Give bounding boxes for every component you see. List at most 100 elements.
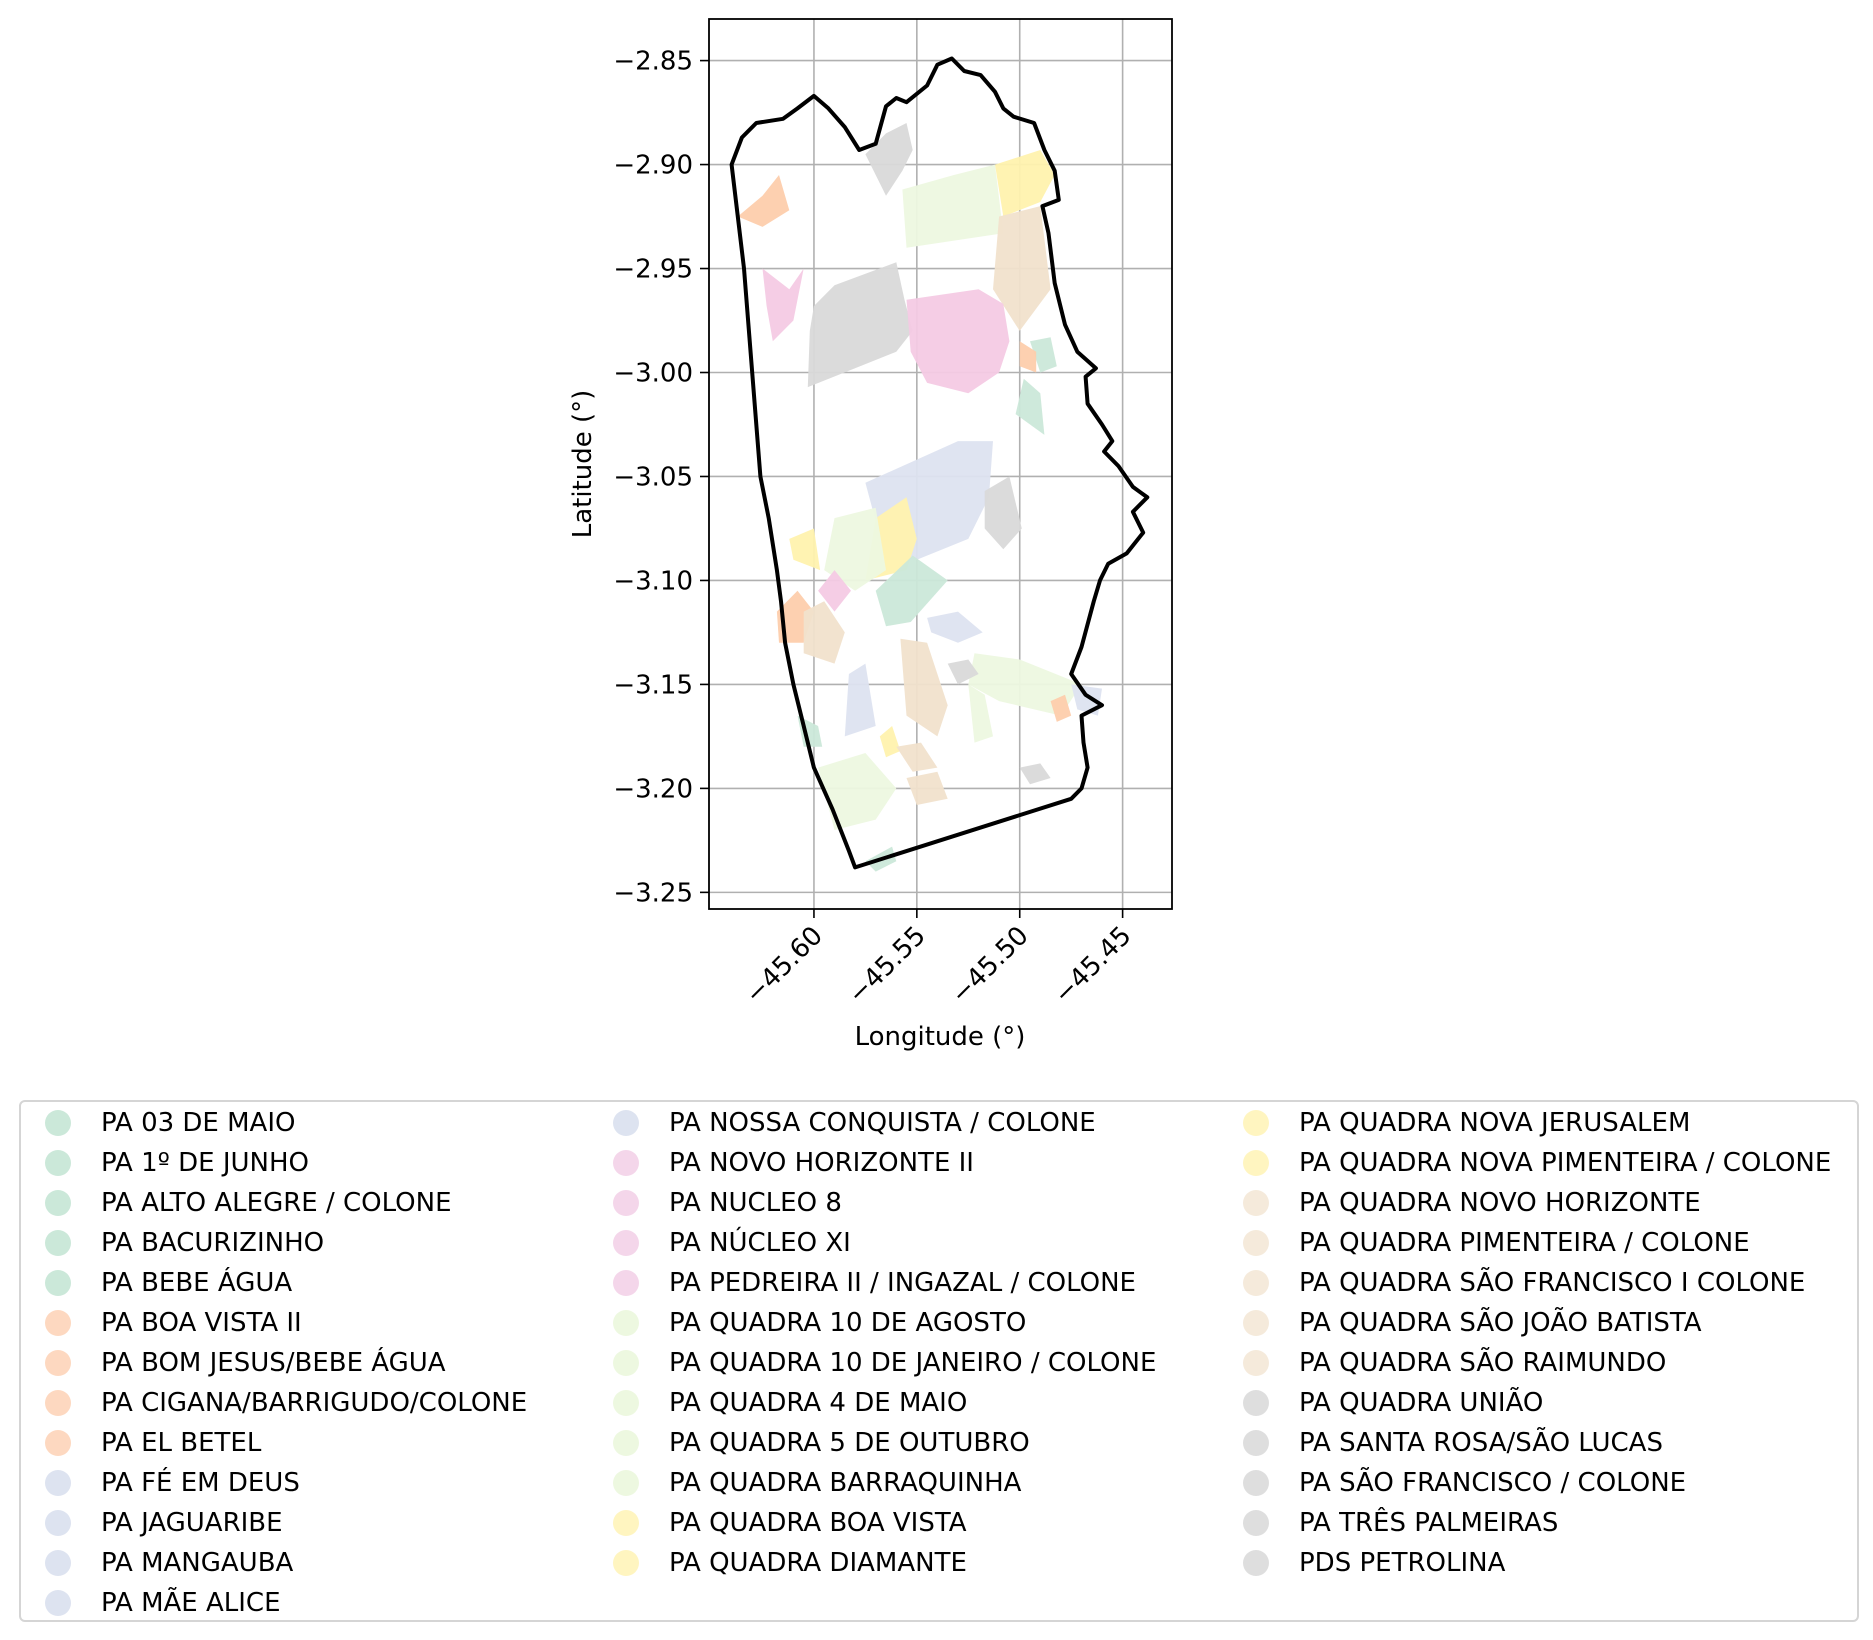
legend-item: PA QUADRA 10 DE JANEIRO / COLONE xyxy=(589,1346,1156,1380)
settlement-region xyxy=(803,601,845,664)
legend-marker-icon xyxy=(1243,1190,1269,1216)
legend-label: PA QUADRA SÃO RAIMUNDO xyxy=(1299,1348,1667,1378)
legend-marker-icon xyxy=(45,1510,71,1536)
settlement-region xyxy=(789,528,821,571)
settlement-region xyxy=(737,175,790,227)
legend-marker-icon xyxy=(45,1310,71,1336)
legend-item: PA QUADRA SÃO RAIMUNDO xyxy=(1219,1346,1666,1380)
legend-label: PA BOM JESUS/BEBE ÁGUA xyxy=(101,1348,446,1378)
legend-marker-icon xyxy=(1243,1510,1269,1536)
legend-marker-icon xyxy=(45,1470,71,1496)
legend-marker-icon xyxy=(613,1270,639,1296)
legend-item: PA NUCLEO 8 xyxy=(589,1186,842,1220)
settlement-region xyxy=(818,753,897,830)
legend-label: PA NÚCLEO XI xyxy=(669,1228,851,1258)
legend-item: PDS PETROLINA xyxy=(1219,1546,1505,1580)
legend-marker-icon xyxy=(1243,1230,1269,1256)
legend-label: PA SÃO FRANCISCO / COLONE xyxy=(1299,1468,1687,1498)
legend-label: PA QUADRA SÃO JOÃO BATISTA xyxy=(1299,1308,1702,1338)
legend-marker-icon xyxy=(613,1510,639,1536)
settlement-region xyxy=(1019,341,1037,373)
legend-marker-icon xyxy=(613,1470,639,1496)
legend-marker-icon xyxy=(1243,1310,1269,1336)
legend-marker-icon xyxy=(1243,1550,1269,1576)
legend-label: PA NOVO HORIZONTE II xyxy=(669,1148,974,1178)
legend-item: PA QUADRA NOVA JERUSALEM xyxy=(1219,1106,1690,1140)
legend-marker-icon xyxy=(45,1550,71,1576)
legend-marker-icon xyxy=(613,1310,639,1336)
legend-label: PA TRÊS PALMEIRAS xyxy=(1299,1508,1559,1538)
legend-item: PA PEDREIRA II / INGAZAL / COLONE xyxy=(589,1266,1136,1300)
legend-label: PA QUADRA PIMENTEIRA / COLONE xyxy=(1299,1228,1750,1258)
legend-item: PA NOVO HORIZONTE II xyxy=(589,1146,974,1180)
settlement-region xyxy=(818,570,851,612)
settlement-region xyxy=(902,164,1004,248)
legend-marker-icon xyxy=(613,1350,639,1376)
legend-item: PA QUADRA 5 DE OUTUBRO xyxy=(589,1426,1030,1460)
legend-label: PA FÉ EM DEUS xyxy=(101,1468,300,1498)
y-tick-label: −3.05 xyxy=(613,462,693,492)
legend-item: PA FÉ EM DEUS xyxy=(21,1466,300,1500)
legend-label: PA CIGANA/BARRIGUDO/COLONE xyxy=(101,1388,528,1418)
legend-label: PA 03 DE MAIO xyxy=(101,1108,296,1138)
legend-marker-icon xyxy=(613,1150,639,1176)
settlement-region xyxy=(807,262,913,388)
legend-item: PA NÚCLEO XI xyxy=(589,1226,851,1260)
legend-item: PA QUADRA NOVO HORIZONTE xyxy=(1219,1186,1701,1220)
settlement-region xyxy=(947,659,979,685)
legend-item: PA BOM JESUS/BEBE ÁGUA xyxy=(21,1346,446,1380)
legend-marker-icon xyxy=(1243,1150,1269,1176)
legend-label: PA QUADRA 10 DE AGOSTO xyxy=(669,1308,1027,1338)
legend-item: PA QUADRA BOA VISTA xyxy=(589,1506,966,1540)
settlement-regions xyxy=(737,123,1102,872)
x-axis-label: Longitude (°) xyxy=(855,1022,1026,1052)
y-tick-label: −3.00 xyxy=(613,359,693,389)
legend-marker-icon xyxy=(1243,1470,1269,1496)
legend-label: PA PEDREIRA II / INGAZAL / COLONE xyxy=(669,1268,1136,1298)
legend-marker-icon xyxy=(1243,1110,1269,1136)
map-figure: −45.60 −45.55 −45.50 −45.45 −2.85 −2.90 −2.95 −… xyxy=(568,18,1173,1052)
y-tick-label: −3.20 xyxy=(613,774,693,804)
legend-marker-icon xyxy=(613,1110,639,1136)
legend-marker-icon xyxy=(613,1430,639,1456)
legend-label: PA QUADRA 4 DE MAIO xyxy=(669,1388,968,1418)
legend-marker-icon xyxy=(45,1190,71,1216)
legend-label: PA EL BETEL xyxy=(101,1428,262,1458)
y-tick-label: −2.90 xyxy=(613,151,693,181)
legend-label: PA MÃE ALICE xyxy=(101,1588,281,1618)
legend-label: PA QUADRA 5 DE OUTUBRO xyxy=(669,1428,1030,1458)
x-tick-label: −45.60 xyxy=(740,921,829,1010)
legend-marker-icon xyxy=(45,1150,71,1176)
legend-label: PA BEBE ÁGUA xyxy=(101,1268,293,1298)
plot-area: −45.60 −45.55 −45.50 −45.45 −2.85 −2.90 −2.95 −… xyxy=(613,18,1173,1010)
x-tick-label: −45.55 xyxy=(843,921,932,1010)
legend-label: PDS PETROLINA xyxy=(1299,1548,1506,1578)
legend-label: PA BOA VISTA II xyxy=(101,1308,302,1338)
settlement-region xyxy=(896,742,938,772)
legend-label: PA QUADRA NOVO HORIZONTE xyxy=(1299,1188,1701,1218)
legend-label: PA QUADRA BOA VISTA xyxy=(669,1508,967,1538)
legend-label: PA QUADRA SÃO FRANCISCO I COLONE xyxy=(1299,1268,1806,1298)
axes-frame xyxy=(708,18,1173,910)
settlement-region xyxy=(1030,337,1057,373)
legend-marker-icon xyxy=(613,1550,639,1576)
legend-label: PA NUCLEO 8 xyxy=(669,1188,842,1218)
legend-item: PA QUADRA NOVA PIMENTEIRA / COLONE xyxy=(1219,1146,1831,1180)
legend-marker-icon xyxy=(45,1110,71,1136)
legend-item: PA SANTA ROSA/SÃO LUCAS xyxy=(1219,1426,1663,1460)
legend-label: PA SANTA ROSA/SÃO LUCAS xyxy=(1299,1428,1663,1458)
legend-item: PA NOSSA CONQUISTA / COLONE xyxy=(589,1106,1096,1140)
legend-item: PA JAGUARIBE xyxy=(21,1506,283,1540)
legend-label: PA QUADRA UNIÃO xyxy=(1299,1388,1544,1418)
legend-label: PA MANGAUBA xyxy=(101,1548,294,1578)
legend-marker-icon xyxy=(45,1590,71,1616)
legend-item: PA QUADRA PIMENTEIRA / COLONE xyxy=(1219,1226,1750,1260)
legend-marker-icon xyxy=(45,1350,71,1376)
legend-label: PA BACURIZINHO xyxy=(101,1228,325,1258)
legend-marker-icon xyxy=(613,1230,639,1256)
y-tick-label: −2.95 xyxy=(613,255,693,285)
legend-label: PA QUADRA BARRAQUINHA xyxy=(669,1468,1022,1498)
settlement-region xyxy=(879,726,901,758)
settlement-region xyxy=(906,289,1010,394)
legend-marker-icon xyxy=(45,1430,71,1456)
